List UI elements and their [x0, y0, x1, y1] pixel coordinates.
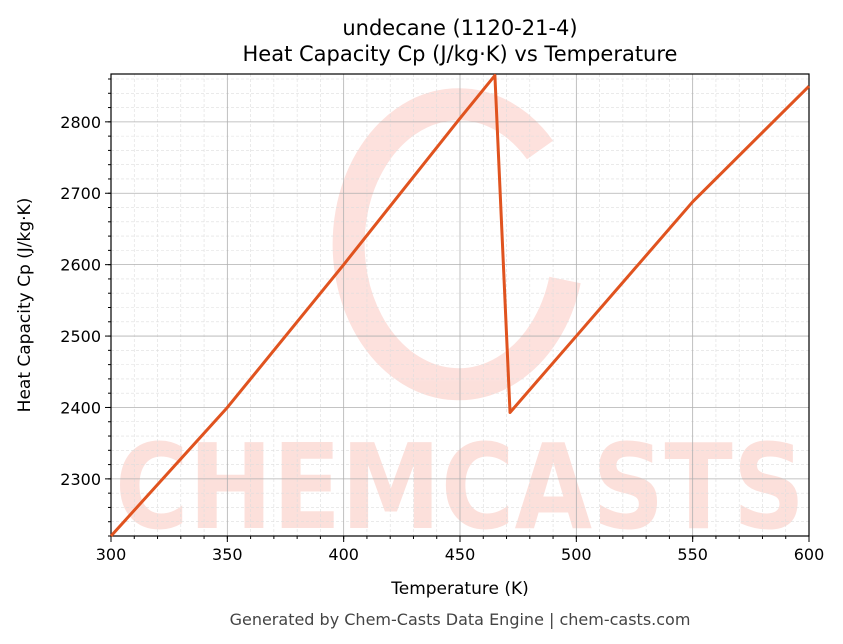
y-tick-label: 2300 [60, 470, 101, 489]
x-tick-label: 350 [212, 545, 243, 564]
y-tick-label: 2600 [60, 256, 101, 275]
x-tick-label: 400 [328, 545, 359, 564]
series-line-cp [109, 73, 811, 538]
x-axis-label: Temperature (K) [390, 579, 529, 599]
y-tick-label: 2500 [60, 327, 101, 346]
y-axis-label: Heat Capacity Cp (J/kg·K) [15, 198, 35, 413]
x-tick-label: 600 [794, 545, 825, 564]
x-tick-label: 300 [96, 545, 127, 564]
x-tick-label: 450 [445, 545, 476, 564]
y-tick-label: 2400 [60, 398, 101, 417]
y-tick-label: 2800 [60, 113, 101, 132]
chart-subtitle: Heat Capacity Cp (J/kg·K) vs Temperature [243, 42, 678, 66]
chart-title: undecane (1120-21-4) [342, 16, 577, 40]
footer-text: Generated by Chem-Casts Data Engine | ch… [230, 610, 691, 629]
y-tick-label: 2700 [60, 184, 101, 203]
x-tick-label: 500 [561, 545, 592, 564]
x-tick-label: 550 [677, 545, 708, 564]
